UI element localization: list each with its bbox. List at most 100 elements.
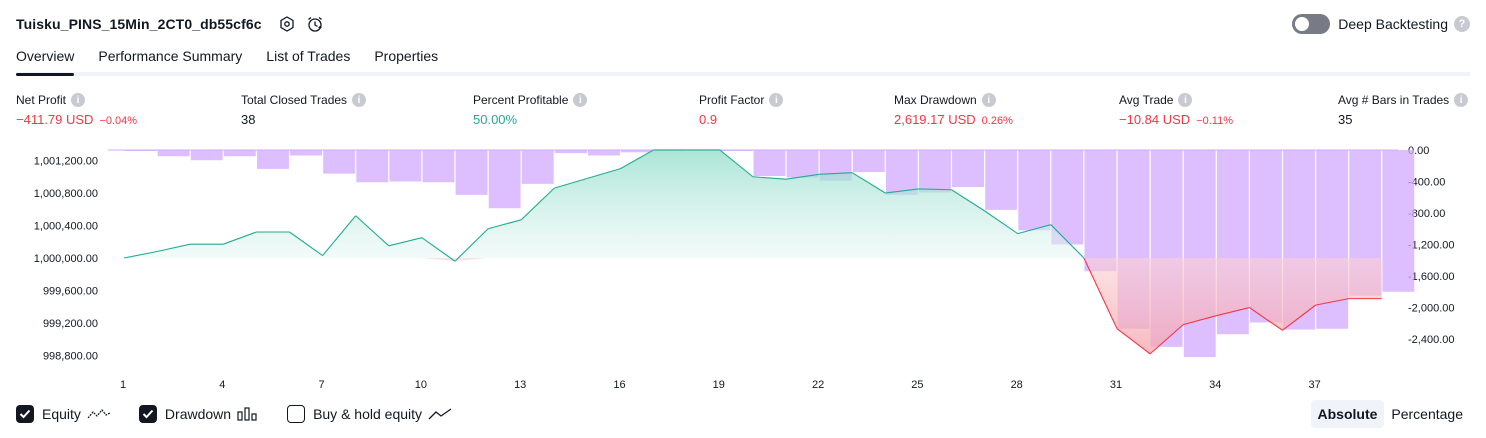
drawdown-bar [157,150,190,157]
equity-line-segment [156,243,191,253]
metric-percent: 0.26% [981,115,1013,127]
metric-value: −10.84 USD [1119,112,1191,127]
left-axis-tick-label: 1,000,800.00 [34,188,98,200]
right-axis-tick-label: -400.00 [1408,177,1445,189]
left-axis-tick-label: 1,000,400.00 [34,221,98,233]
metric-label: Total Closed Trades [241,93,348,107]
metric-label: Avg Trade [1119,93,1174,107]
info-icon[interactable]: i [1454,93,1469,107]
x-axis-tick-label: 7 [319,379,325,391]
equity-line-segment [918,188,952,191]
equity-line-segment [1083,257,1118,329]
equity-series [123,149,1382,355]
info-icon[interactable]: i [71,93,86,107]
metric-percent-profitable: Percent Profitable i 50.00% [473,92,588,127]
drawdown-bar [1084,150,1117,272]
equity-drawdown-chart[interactable]: 1,001,200.00 1,000,800.00 1,000,400.00 1,00… [0,138,1486,400]
drawdown-bar [124,150,157,151]
buy-hold-checkbox[interactable] [287,405,306,423]
info-icon[interactable]: i [352,93,367,107]
equity-line-segment [487,219,522,230]
metric-value: 2,619.17 USD [894,112,976,127]
metric-label: Max Drawdown [894,93,977,107]
metric-label: Avg # Bars in Trades [1338,93,1450,107]
deep-backtesting-toggle[interactable] [1292,14,1331,34]
drawdown-bar [753,150,786,176]
drawdown-bar [852,150,885,173]
metric-value: −411.79 USD [16,112,94,127]
equity-checkbox[interactable] [16,405,34,423]
drawdown-bar [554,150,587,154]
drawdown-bar [389,150,422,182]
drawdown-checkbox[interactable] [138,405,157,423]
equity-line-segment [620,149,654,170]
info-icon[interactable]: i [1178,93,1193,107]
strategy-title: Tuisku_PINS_15Min_2CT0_db55cf6c [16,16,262,32]
legend-equity[interactable]: Equity [16,405,111,423]
tab-list-of-trades[interactable]: List of Trades [266,48,351,64]
equity-line-segment [1050,224,1085,259]
legend-label: Drawdown [164,406,232,422]
drawdown-bar [290,150,322,156]
info-icon[interactable]: i [769,93,784,107]
equity-line-segment [123,250,158,259]
info-icon[interactable]: i [573,93,588,107]
metrics-row: Net Profit i −411.79 USD −0.04% Total Clos… [0,92,1486,132]
equity-line-segment [289,231,323,257]
mode-switch: Absolute Percentage [1310,400,1471,428]
equity-line-segment [1315,298,1349,306]
x-axis-tick-label: 37 [1308,379,1320,391]
equity-line-segment [984,210,1019,235]
settings-hexagon-icon[interactable] [278,15,296,33]
right-axis-tick-label: -2,000.00 [1408,303,1454,315]
metric-net-profit: Net Profit i −411.79 USD −0.04% [16,92,137,127]
x-axis-tick-label: 31 [1110,379,1122,391]
left-axis-tick-label: 1,001,200.00 [34,156,98,168]
equity-line-segment [388,237,423,247]
metric-label: Percent Profitable [473,93,569,107]
drawdown-bar [257,150,289,169]
x-axis: 1 4 7 10 13 16 19 22 25 28 31 34 37 [120,379,1321,391]
percentage-button[interactable]: Percentage [1391,406,1463,422]
info-icon[interactable]: i [981,93,996,107]
drawdown-bar [455,150,488,195]
metric-value: 35 [1338,112,1353,127]
equity-line-segment [1216,307,1250,317]
drawdown-bar [356,150,389,183]
tab-performance-summary[interactable]: Performance Summary [98,48,243,64]
drawdown-bar [323,150,356,174]
left-axis-tick-label: 1,000,000.00 [34,253,98,265]
metric-profit-factor: Profit Factor i 0.9 [699,92,784,127]
metric-percent: −0.11% [1196,115,1233,127]
alarm-clock-icon[interactable] [306,15,324,33]
metric-value: 50.00% [473,112,518,127]
help-icon[interactable]: ? [1454,16,1470,32]
drawdown-bar [885,150,918,195]
equity-line-segment [1249,307,1283,331]
equity-area-positive [124,149,1382,258]
left-axis-tick-label: 998,800.00 [43,351,98,363]
absolute-button[interactable]: Absolute [1310,400,1385,428]
tab-overview[interactable]: Overview [16,44,75,76]
strategy-header: Tuisku_PINS_15Min_2CT0_db55cf6c [16,12,324,36]
x-axis-tick-label: 10 [415,379,427,391]
drawdown-bar [786,150,819,178]
equity-line-segment [355,215,390,247]
tab-bar: Overview Performance Summary List of Tra… [16,44,1470,76]
drawdown-bar [223,150,256,157]
equity-line-segment [587,168,621,179]
drawdown-bar [488,150,521,209]
legend-buy-hold[interactable]: Buy & hold equity [287,405,452,423]
equity-line-segment [1149,324,1184,355]
bar-chart-icon [237,407,259,421]
equity-line-segment [885,188,919,194]
right-axis-tick-label: -1,600.00 [1408,271,1454,283]
metric-avg-trade: Avg Trade i −10.84 USD −0.11% [1119,92,1233,127]
drawdown-bar [190,150,223,161]
metric-value: 0.9 [699,112,718,127]
legend-drawdown[interactable]: Drawdown [138,405,259,423]
drawdown-series [108,149,1415,358]
right-axis-tick-label: -800.00 [1408,208,1445,220]
metric-label: Profit Factor [699,93,765,107]
tab-properties[interactable]: Properties [374,48,439,64]
